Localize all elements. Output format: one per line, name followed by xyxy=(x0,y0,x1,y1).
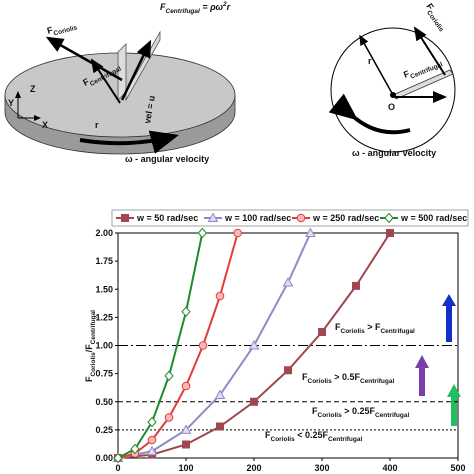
x-tick-label: 0 xyxy=(115,463,120,473)
annotation: FCoriolis > 0.5FCentrifugal xyxy=(302,372,394,385)
origin-label: O xyxy=(388,102,395,112)
marker xyxy=(282,276,294,287)
marker xyxy=(305,227,316,237)
coriolis-label: FCoriolis xyxy=(422,1,450,33)
marker xyxy=(284,366,292,375)
x-tick-label: 200 xyxy=(246,463,261,473)
axis-label: X xyxy=(42,120,48,130)
region-arrow xyxy=(442,294,456,342)
marker xyxy=(384,212,394,224)
diagram-title: FCentrifugal = ρω2r xyxy=(160,1,231,15)
marker xyxy=(318,328,326,336)
y-tick-label: 0.25 xyxy=(95,425,113,435)
coriolis-label: FCoriolis xyxy=(46,18,78,38)
annotation: FCoriolis > FCentrifugal xyxy=(335,322,415,335)
x-tick-label: 300 xyxy=(314,463,329,473)
marker xyxy=(130,443,140,455)
marker xyxy=(296,213,306,223)
marker xyxy=(113,452,123,464)
velocity-label: vel = u xyxy=(142,95,157,125)
y-tick-label: 0.50 xyxy=(95,397,113,407)
marker xyxy=(181,381,191,391)
radius-arrow xyxy=(90,58,121,104)
legend-label: w = 500 rad/sec xyxy=(400,213,467,223)
legend-label: w = 100 rad/sec xyxy=(224,213,291,223)
radius-label: r xyxy=(368,56,372,66)
omega-label: ω - angular velocity xyxy=(352,148,436,158)
marker xyxy=(147,435,157,445)
marker xyxy=(121,214,129,222)
marker xyxy=(180,424,192,434)
y-tick-label: 1.75 xyxy=(95,256,113,266)
marker xyxy=(248,339,260,350)
y-tick-label: 0.00 xyxy=(95,453,113,463)
radius-label: r xyxy=(95,120,99,130)
legend-label: w = 50 rad/sec xyxy=(136,213,198,223)
region-arrow xyxy=(415,355,429,396)
rotation-arrow xyxy=(328,93,411,135)
x-tick-label: 500 xyxy=(450,463,465,473)
left-diagram: FCentrifugal = ρω2r FCoriolis FCentrifug… xyxy=(4,1,236,164)
origin-dot xyxy=(390,92,396,98)
chart: FCoriolis/FCentrifugal FCoriolis > FCent… xyxy=(84,209,469,473)
marker xyxy=(182,440,190,449)
y-axis-label: FCoriolis/FCentrifugal xyxy=(84,310,97,382)
axis-label: Z xyxy=(30,84,36,94)
y-tick-label: 1.50 xyxy=(95,284,113,294)
centrifugal-arrow xyxy=(120,39,152,101)
marker xyxy=(233,228,242,238)
x-tick-label: 100 xyxy=(178,463,193,473)
marker xyxy=(198,341,208,350)
marker xyxy=(352,281,360,290)
marker xyxy=(197,227,207,239)
coriolis-arrow xyxy=(45,36,123,82)
marker xyxy=(215,291,225,301)
marker xyxy=(216,422,224,431)
annotation: FCoriolis > 0.25FCentrifugal xyxy=(312,406,409,419)
marker xyxy=(250,397,258,406)
omega-label: ω - angular velocity xyxy=(125,154,209,164)
radius-arrow xyxy=(359,34,394,96)
marker xyxy=(146,445,158,456)
marker xyxy=(181,306,191,318)
right-diagram: FCoriolis FCentrifugal r O ω - angular v… xyxy=(328,1,456,158)
y-tick-label: 1.25 xyxy=(95,312,113,322)
legend-box xyxy=(111,209,469,227)
y-tick-label: 2.00 xyxy=(95,228,113,238)
legend-label: w = 250 rad/sec xyxy=(312,213,379,223)
axis-label: Y xyxy=(8,98,14,108)
annotation: FCoriolis < 0.25FCentrifugal xyxy=(265,430,362,443)
marker xyxy=(386,229,394,237)
rotation-arrow xyxy=(79,130,179,154)
marker xyxy=(164,370,174,382)
marker xyxy=(164,413,174,422)
region-arrow xyxy=(447,384,461,426)
x-tick-label: 400 xyxy=(382,463,397,473)
marker xyxy=(214,389,226,399)
marker xyxy=(147,416,157,428)
coriolis-arrow xyxy=(413,26,446,76)
marker xyxy=(207,212,219,222)
y-tick-label: 1.00 xyxy=(95,341,113,351)
y-tick-label: 0.75 xyxy=(95,369,113,379)
